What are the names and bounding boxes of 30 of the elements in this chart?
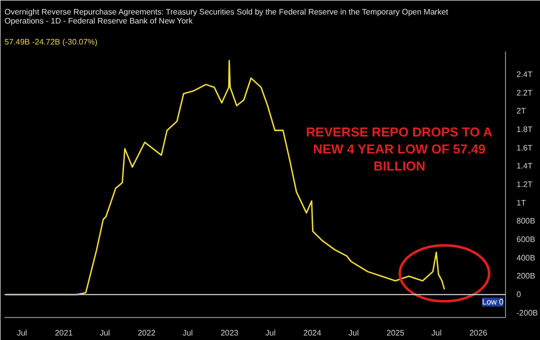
x-tick-label: Jul xyxy=(348,328,359,338)
x-tick-label: Jul xyxy=(265,328,276,338)
y-tick-label: -200B xyxy=(516,308,538,318)
x-tick-label: 2026 xyxy=(469,328,488,338)
y-tick-label: 2.4T xyxy=(516,70,533,79)
y-tick-label: 1T xyxy=(516,198,526,208)
y-tick-label: 2.2T xyxy=(516,88,533,98)
x-tick-label: 2025 xyxy=(386,328,405,338)
annotation: REVERSE REPO DROPS TO A NEW 4 YEAR LOW OF 57.49 BILLION xyxy=(306,124,493,174)
x-tick-label: Jul xyxy=(182,328,194,338)
y-tick-label: 0 xyxy=(516,290,522,300)
x-tick-label: Jul xyxy=(431,328,442,338)
y-tick-label: 200B xyxy=(516,272,536,281)
x-tick-label: 2022 xyxy=(138,328,156,338)
y-tick-label: 400B xyxy=(516,253,536,262)
y-tick-label: 2T xyxy=(516,106,526,116)
x-tick-label: 2021 xyxy=(54,328,74,338)
y-tick-label: 1.2T xyxy=(516,180,533,189)
x-tick-label: Jul xyxy=(16,328,28,338)
y-tick-label: 1.6T xyxy=(516,143,533,152)
x-tick-label: 2024 xyxy=(303,328,322,338)
ref-line-label: Low 0 xyxy=(482,298,504,307)
x-tick-label: 2023 xyxy=(220,328,239,338)
chart-subtitle: 57.49B -24.72B (-30.07%) xyxy=(4,38,98,46)
y-tick-label: 1.4T xyxy=(516,162,533,171)
y-tick-label: 600B xyxy=(516,235,536,244)
y-tick-label: 800B xyxy=(516,216,536,226)
y-tick-label: 1.8T xyxy=(516,124,533,134)
chart-title: Overnight Reverse Repurchase Agreements: Treasury Securities Sold by the Federal Reserve in the Temporary Open Market Operations - 1D - Federal Reserve Bank of New York xyxy=(4,8,449,26)
x-tick-label: Jul xyxy=(100,328,110,338)
